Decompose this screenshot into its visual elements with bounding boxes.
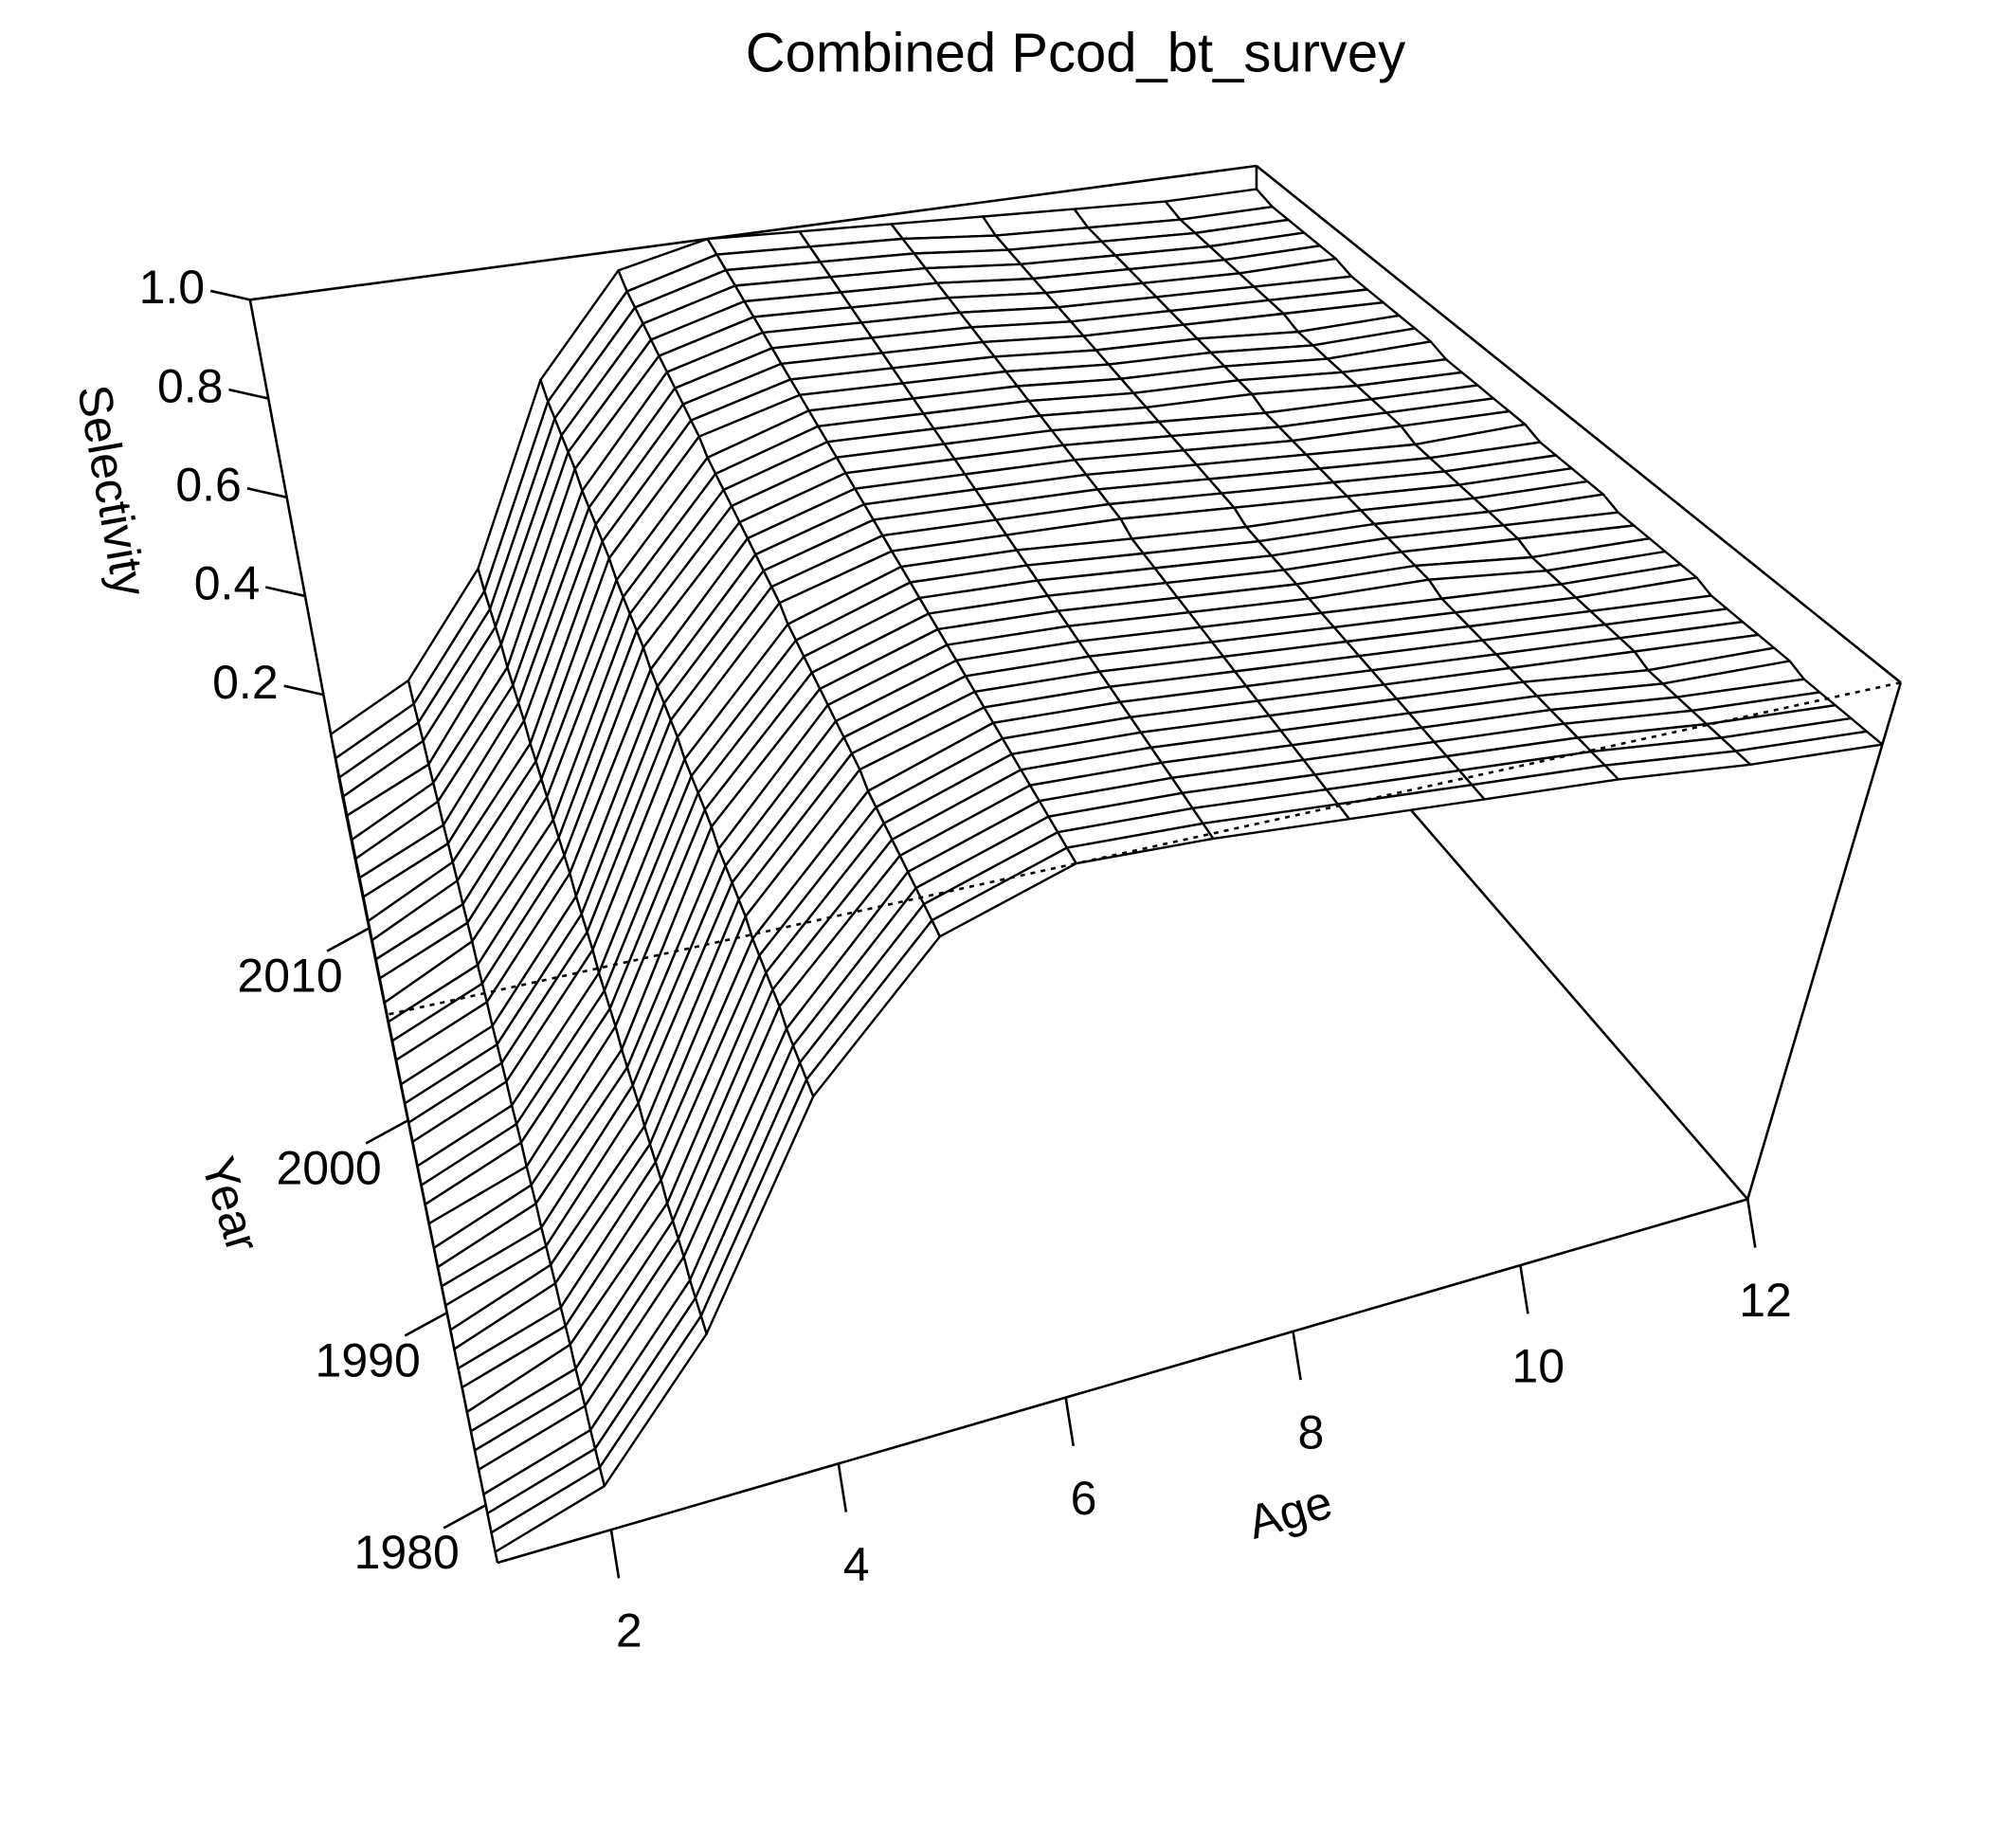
y-tick-label: 2010 xyxy=(237,949,342,1002)
z-tick-label: 0.8 xyxy=(157,359,224,412)
y-tick-label: 1990 xyxy=(316,1333,421,1386)
z-tick xyxy=(264,586,306,598)
x-tick-label: 8 xyxy=(1297,1405,1324,1458)
box-edge xyxy=(389,680,1902,1016)
box-edge xyxy=(497,1198,1748,1565)
surface-facet xyxy=(490,1466,606,1553)
y-tick-label: 1980 xyxy=(354,1526,460,1579)
y-tick xyxy=(365,1119,409,1145)
z-tick-label: 0.4 xyxy=(194,557,261,610)
x-axis-label: Age xyxy=(1242,1475,1338,1549)
y-tick xyxy=(404,1312,448,1337)
x-tick-label: 6 xyxy=(1071,1472,1097,1525)
box-edge xyxy=(248,299,344,794)
chart-title: Combined Pcod_bt_survey xyxy=(746,22,1405,83)
z-tick xyxy=(246,487,287,498)
z-tick xyxy=(283,684,324,697)
x-tick xyxy=(1519,1264,1529,1314)
z-tick xyxy=(209,289,251,301)
z-tick-label: 0.6 xyxy=(175,459,242,512)
y-tick xyxy=(326,927,371,952)
z-tick-label: 1.0 xyxy=(139,261,206,314)
x-tick-label: 12 xyxy=(1739,1274,1792,1327)
box-edge xyxy=(1746,681,1903,1200)
x-tick xyxy=(1746,1199,1757,1248)
x-tick-label: 4 xyxy=(843,1538,870,1591)
x-tick-label: 2 xyxy=(616,1604,642,1658)
box-edge xyxy=(1256,164,1902,684)
box-edge xyxy=(249,164,1257,301)
z-tick-label: 0.2 xyxy=(212,656,279,709)
y-tick xyxy=(443,1504,487,1530)
x-tick xyxy=(1292,1331,1302,1381)
x-tick xyxy=(1064,1397,1076,1447)
x-tick-label: 10 xyxy=(1511,1340,1565,1393)
x-tick xyxy=(609,1529,621,1579)
y-axis-label: Year xyxy=(191,1151,270,1259)
x-tick xyxy=(837,1463,848,1513)
z-axis-label: Selectivity xyxy=(67,381,156,600)
y-tick-label: 2000 xyxy=(276,1141,381,1194)
z-tick xyxy=(228,388,269,400)
